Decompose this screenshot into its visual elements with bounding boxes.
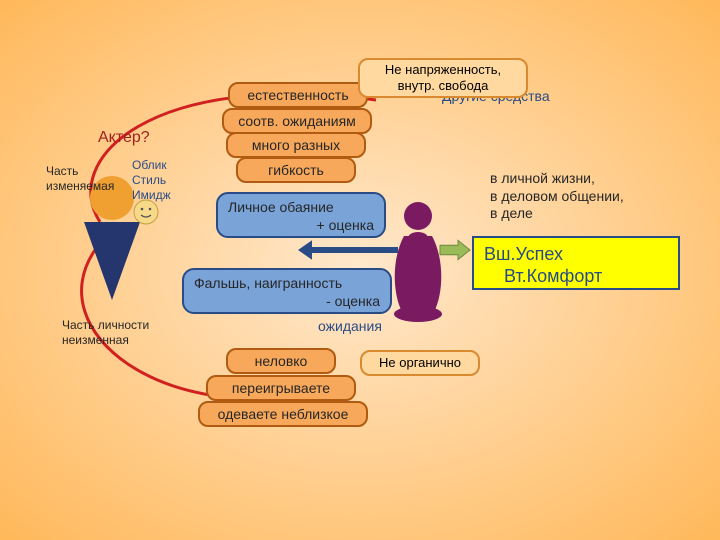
label-context: в личной жизни, в деловом общении, в дел…	[490, 170, 624, 223]
success-box: Вш.Успех Вт.Комфорт	[472, 236, 680, 290]
pill-exp: соотв. ожиданиям	[222, 108, 372, 134]
pawn-body-icon	[395, 236, 442, 312]
block-charm: Личное обаяние+ оценка	[216, 192, 386, 238]
label-part-constant: Часть личности неизменная	[62, 318, 149, 348]
pill-awk: неловко	[226, 348, 336, 374]
pill-over: переигрываете	[206, 375, 356, 401]
note-bottom: Не органично	[360, 350, 480, 376]
note-top: Не напряженность, внутр. свобода	[358, 58, 528, 98]
label-part-variable: Часть изменяемая	[46, 164, 114, 194]
pill-many: много разных	[226, 132, 366, 158]
label-expectations: ожидания	[318, 318, 382, 336]
pill-wear: одеваете неблизкое	[198, 401, 368, 427]
smiley-face-icon	[134, 200, 158, 224]
diagram-stage: Актер? Часть изменяемая Облик Стиль Имидж Ч…	[0, 0, 720, 540]
block-fake: Фальшь, наигранность- оценка	[182, 268, 392, 314]
label-appearance: Облик Стиль Имидж	[132, 158, 171, 203]
pill-nat: естественность	[228, 82, 368, 108]
person-body-icon	[84, 222, 140, 300]
arrow-right-icon	[440, 240, 470, 259]
pill-flex: гибкость	[236, 157, 356, 183]
actor-title: Актер?	[98, 128, 150, 148]
pawn-head-icon	[404, 202, 432, 230]
